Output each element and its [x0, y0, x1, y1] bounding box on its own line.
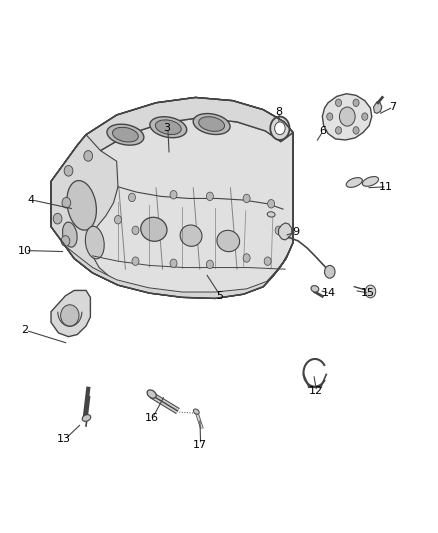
Circle shape: [62, 197, 71, 208]
Circle shape: [267, 199, 274, 208]
Circle shape: [275, 226, 282, 235]
Circle shape: [264, 257, 271, 265]
Ellipse shape: [62, 222, 77, 247]
Ellipse shape: [149, 117, 186, 138]
Circle shape: [324, 265, 334, 278]
Circle shape: [364, 285, 375, 298]
Polygon shape: [51, 118, 292, 298]
Text: 6: 6: [318, 126, 325, 136]
Circle shape: [274, 122, 285, 135]
Text: 8: 8: [274, 107, 282, 117]
Circle shape: [335, 99, 341, 107]
Ellipse shape: [361, 176, 378, 187]
Ellipse shape: [193, 114, 230, 134]
Ellipse shape: [180, 225, 201, 246]
Ellipse shape: [310, 286, 318, 292]
Ellipse shape: [193, 409, 199, 414]
Circle shape: [335, 127, 341, 134]
Ellipse shape: [346, 177, 361, 188]
Circle shape: [270, 117, 289, 140]
Text: 17: 17: [192, 440, 206, 450]
Ellipse shape: [85, 227, 104, 259]
Text: 7: 7: [388, 102, 395, 112]
Polygon shape: [278, 223, 291, 240]
Ellipse shape: [67, 181, 96, 230]
Circle shape: [352, 127, 358, 134]
Text: 5: 5: [215, 290, 223, 301]
Text: 2: 2: [21, 325, 28, 335]
Text: 10: 10: [18, 246, 32, 255]
Ellipse shape: [60, 305, 79, 326]
Polygon shape: [321, 94, 371, 140]
Polygon shape: [65, 243, 292, 298]
Circle shape: [326, 113, 332, 120]
Circle shape: [132, 257, 139, 265]
Circle shape: [64, 165, 73, 176]
Ellipse shape: [198, 117, 224, 131]
Ellipse shape: [147, 390, 156, 398]
Circle shape: [128, 193, 135, 201]
Circle shape: [61, 236, 70, 246]
Polygon shape: [77, 98, 292, 171]
Circle shape: [339, 107, 354, 126]
Ellipse shape: [267, 212, 275, 217]
Circle shape: [243, 254, 250, 262]
Text: 12: 12: [308, 386, 322, 397]
Polygon shape: [373, 102, 381, 114]
Polygon shape: [51, 290, 90, 337]
Polygon shape: [51, 98, 292, 298]
Circle shape: [84, 151, 92, 161]
Circle shape: [206, 260, 213, 269]
Text: 14: 14: [321, 288, 335, 298]
Polygon shape: [51, 135, 118, 285]
Circle shape: [170, 259, 177, 268]
Circle shape: [170, 190, 177, 199]
Ellipse shape: [82, 415, 91, 422]
Text: 15: 15: [360, 288, 374, 298]
Circle shape: [53, 213, 62, 224]
Circle shape: [114, 215, 121, 224]
Text: 13: 13: [57, 434, 71, 445]
Text: 11: 11: [378, 182, 392, 192]
Text: 4: 4: [28, 195, 35, 205]
Ellipse shape: [216, 230, 239, 252]
Text: 3: 3: [163, 123, 170, 133]
Ellipse shape: [107, 124, 144, 145]
Circle shape: [361, 113, 367, 120]
Circle shape: [352, 99, 358, 107]
Text: 9: 9: [292, 227, 299, 237]
Ellipse shape: [155, 120, 181, 134]
Circle shape: [132, 226, 139, 235]
Ellipse shape: [141, 217, 166, 241]
Circle shape: [206, 192, 213, 200]
Ellipse shape: [112, 127, 138, 142]
Circle shape: [243, 194, 250, 203]
Text: 16: 16: [145, 413, 158, 423]
